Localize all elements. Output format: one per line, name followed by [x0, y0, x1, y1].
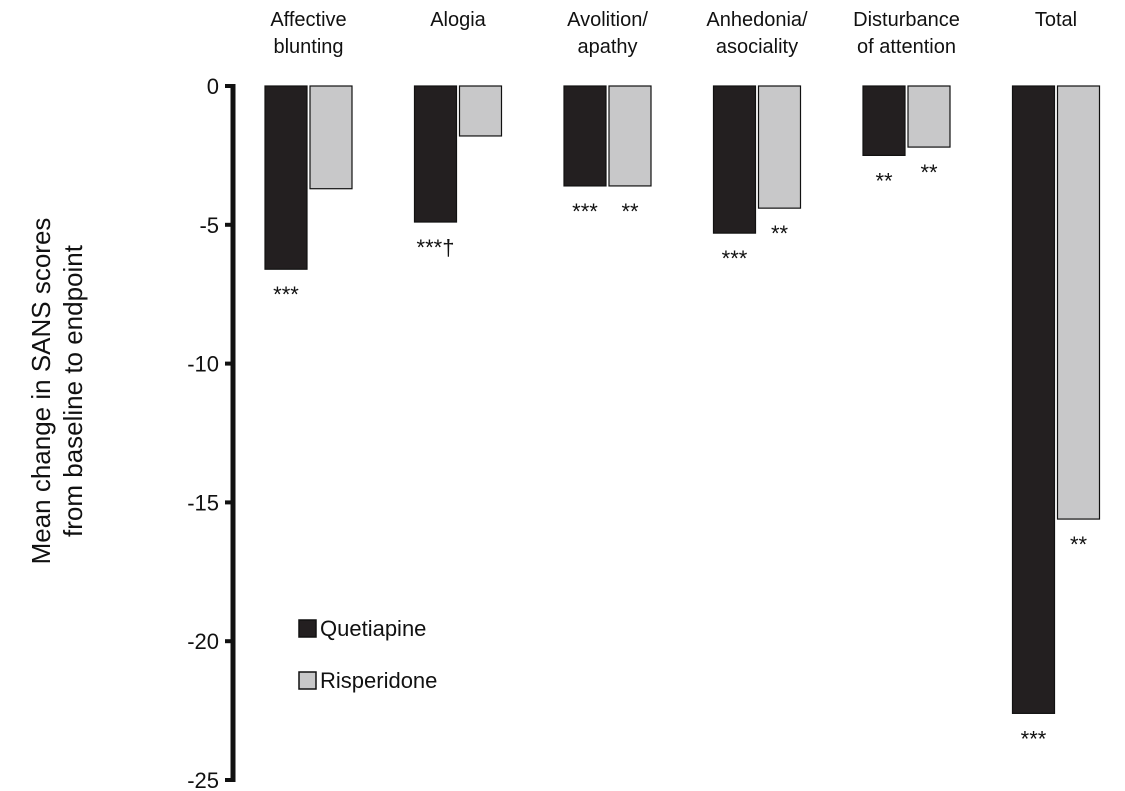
bar-quetiapine-4: [862, 85, 906, 157]
bar-risperidone-3: [757, 85, 802, 209]
category-label-1-line-0: Alogia: [430, 9, 486, 31]
bar-risperidone-5: [1056, 85, 1101, 520]
bar-quetiapine-3: [712, 85, 757, 234]
y-tick-label: -5: [199, 213, 219, 238]
y-axis-label-line-2: from baseline to endpoint: [58, 244, 88, 537]
significance-label-risperidone-5: **: [1070, 532, 1088, 557]
category-label-0-line-1: blunting: [273, 36, 343, 58]
bar-quetiapine-2: [563, 85, 607, 187]
legend-swatch-risperidone: [298, 671, 317, 690]
category-label-4-line-1: of attention: [857, 36, 956, 58]
category-label-0-line-0: Affective: [270, 9, 346, 31]
legend-label-quetiapine: Quetiapine: [320, 616, 426, 641]
category-label-4-line-0: Disturbance: [853, 9, 960, 31]
category-labels: Affective blunting Alogia Avolition/apathy A…: [270, 9, 1077, 58]
category-label-2-line-0: Avolition/: [567, 9, 648, 31]
significance-label-quetiapine-0: ***: [273, 282, 299, 307]
category-label-3-line-1: asociality: [716, 36, 798, 58]
y-tick-label: -20: [187, 629, 219, 654]
category-label-2-line-1: apathy: [577, 36, 637, 58]
y-tick-label: -25: [187, 768, 219, 791]
category-label-3-line-0: Anhedonia/: [706, 9, 808, 31]
significance-label-risperidone-3: **: [771, 221, 789, 246]
bar-risperidone-1: [458, 85, 503, 137]
significance-label-quetiapine-4: **: [875, 168, 893, 193]
significance-annotations: ******†*** ********* *******: [273, 160, 1087, 751]
bar-risperidone-0: [309, 85, 353, 190]
bars-group: [264, 85, 1101, 714]
legend-label-risperidone: Risperidone: [320, 668, 437, 693]
significance-label-risperidone-4: **: [920, 160, 938, 185]
bar-quetiapine-0: [264, 85, 308, 270]
bar-risperidone-4: [907, 85, 951, 148]
significance-label-risperidone-2: **: [621, 199, 639, 224]
legend-swatch-quetiapine: [298, 619, 317, 638]
significance-label-quetiapine-5: ***: [1021, 726, 1047, 751]
y-axis: 0 -5 -10 -15 -20 -25: [187, 74, 236, 791]
bar-quetiapine-1: [413, 85, 458, 223]
y-axis-label-line-1: Mean change in SANS scores: [26, 218, 56, 565]
bar-quetiapine-5: [1011, 85, 1056, 714]
legend: Quetiapine Risperidone: [298, 616, 437, 693]
bar-risperidone-2: [608, 85, 652, 187]
significance-label-quetiapine-1: ***†: [417, 235, 455, 260]
significance-label-quetiapine-2: ***: [572, 199, 598, 224]
y-tick-label: -15: [187, 490, 219, 515]
category-label-5-line-0: Total: [1035, 9, 1077, 31]
y-tick-label: 0: [207, 74, 219, 99]
significance-label-quetiapine-3: ***: [722, 246, 748, 271]
y-tick-label: -10: [187, 352, 219, 377]
